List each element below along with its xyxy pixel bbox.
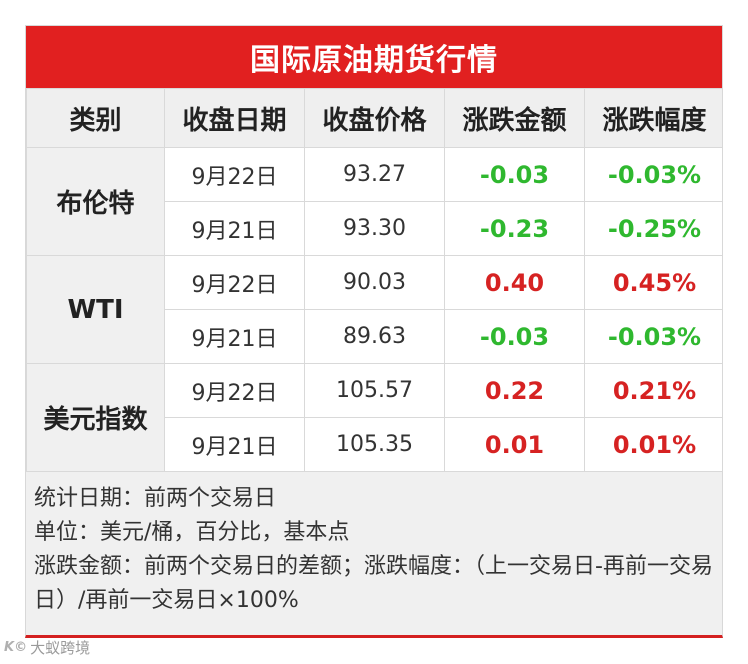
change-amount-cell: -0.03 <box>444 309 585 364</box>
close-price-cell: 93.27 <box>304 147 445 202</box>
category-cell: 美元指数 <box>26 363 165 472</box>
table-row: 布伦特 9月22日 93.27 -0.03 -0.03% <box>26 147 722 256</box>
close-date-cell: 9月21日 <box>164 309 305 364</box>
table-row: WTI 9月22日 90.03 0.40 0.45% <box>26 255 722 364</box>
category-cell: WTI <box>26 255 165 364</box>
watermark-text: 大蚁跨境 <box>30 639 91 657</box>
quote-card: 国际原油期货行情 类别 收盘日期 收盘价格 涨跌金额 涨跌幅度 布伦特 9月22日… <box>25 25 723 638</box>
close-date-cell: 9月21日 <box>164 201 305 256</box>
close-price-cell: 105.35 <box>304 417 445 472</box>
close-date-cell: 9月22日 <box>164 255 305 310</box>
close-price-cell: 90.03 <box>304 255 445 310</box>
header-close-price: 收盘价格 <box>304 88 445 148</box>
change-amount-cell: 0.40 <box>444 255 585 310</box>
header-change-percent: 涨跌幅度 <box>584 88 722 148</box>
watermark: K© 大蚁跨境 <box>4 637 90 658</box>
close-price-cell: 105.57 <box>304 363 445 418</box>
watermark-logo-icon: K© <box>4 640 28 655</box>
close-date-cell: 9月22日 <box>164 147 305 202</box>
change-percent-cell: 0.21% <box>584 363 722 418</box>
close-price-cell: 93.30 <box>304 201 445 256</box>
table-row: 9月21日 105.35 0.01 0.01% <box>27 417 722 472</box>
change-percent-cell: -0.25% <box>584 201 722 256</box>
close-date-cell: 9月22日 <box>164 363 305 418</box>
table-row: 美元指数 9月22日 105.57 0.22 0.21% <box>26 363 722 472</box>
change-amount-cell: 0.01 <box>444 417 585 472</box>
change-amount-cell: 0.22 <box>444 363 585 418</box>
change-percent-cell: -0.03% <box>584 309 722 364</box>
header-change-amount: 涨跌金额 <box>444 88 585 148</box>
note-stat-date: 统计日期：前两个交易日 <box>34 486 277 511</box>
category-cell: 布伦特 <box>26 147 165 256</box>
table-title: 国际原油期货行情 <box>26 26 722 88</box>
table-body: 布伦特 9月22日 93.27 -0.03 -0.03% 9月21日 93.30 -0.23-… <box>26 147 722 472</box>
change-amount-cell: -0.23 <box>444 201 585 256</box>
change-percent-cell: 0.01% <box>584 417 722 472</box>
close-price-cell: 89.63 <box>304 309 445 364</box>
change-percent-cell: 0.45% <box>584 255 722 310</box>
close-date-cell: 9月21日 <box>164 417 305 472</box>
header-close-date: 收盘日期 <box>164 88 305 148</box>
change-amount-cell: -0.03 <box>444 147 585 202</box>
quote-table: 类别 收盘日期 收盘价格 涨跌金额 涨跌幅度 布伦特 9月22日 93.27 -0.0… <box>26 88 722 472</box>
header-row: 类别 收盘日期 收盘价格 涨跌金额 涨跌幅度 <box>26 88 722 148</box>
footnotes: 统计日期：前两个交易日 单位：美元/桶，百分比，基本点 涨跌金额：前两个交易日的… <box>26 472 722 635</box>
header-category: 类别 <box>26 88 165 148</box>
note-definition: 涨跌金额：前两个交易日的差额；涨跌幅度：（上一交易日-再前一交易日）/再前一交易… <box>34 554 713 613</box>
note-unit: 单位：美元/桶，百分比，基本点 <box>34 520 350 545</box>
change-percent-cell: -0.03% <box>584 147 722 202</box>
table-row: 9月21日 93.30 -0.23 -0.25% <box>27 201 722 256</box>
